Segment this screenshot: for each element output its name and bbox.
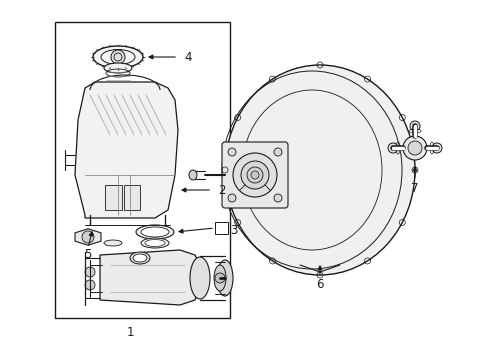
Circle shape — [407, 141, 421, 155]
Ellipse shape — [133, 254, 147, 262]
Circle shape — [431, 143, 441, 153]
Circle shape — [409, 121, 419, 131]
Ellipse shape — [104, 63, 132, 73]
Bar — [55, 22, 229, 318]
Circle shape — [250, 171, 259, 179]
Ellipse shape — [214, 265, 225, 291]
Circle shape — [273, 148, 282, 156]
Ellipse shape — [217, 260, 232, 296]
Ellipse shape — [224, 65, 414, 275]
Ellipse shape — [141, 227, 169, 237]
Polygon shape — [75, 229, 101, 245]
Text: 6: 6 — [316, 279, 323, 292]
Text: 3: 3 — [230, 224, 237, 237]
Circle shape — [111, 50, 125, 64]
Circle shape — [387, 143, 397, 153]
Text: 7: 7 — [410, 181, 418, 194]
Bar — [124, 185, 140, 210]
Ellipse shape — [93, 46, 142, 68]
Circle shape — [246, 167, 263, 183]
Text: 5: 5 — [84, 248, 92, 261]
Text: 4: 4 — [184, 50, 191, 63]
Circle shape — [273, 194, 282, 202]
Circle shape — [82, 231, 94, 243]
Text: 1: 1 — [126, 327, 134, 339]
Ellipse shape — [190, 257, 209, 299]
Bar — [105, 185, 122, 210]
Ellipse shape — [408, 139, 420, 157]
Circle shape — [402, 136, 426, 160]
Bar — [215, 222, 227, 234]
Circle shape — [85, 267, 95, 277]
Circle shape — [232, 153, 276, 197]
Circle shape — [241, 161, 268, 189]
Circle shape — [85, 280, 95, 290]
Circle shape — [227, 194, 236, 202]
Circle shape — [215, 273, 224, 283]
Circle shape — [227, 148, 236, 156]
Ellipse shape — [145, 239, 164, 247]
Ellipse shape — [130, 252, 150, 264]
FancyBboxPatch shape — [222, 142, 287, 208]
Polygon shape — [75, 82, 178, 218]
Ellipse shape — [136, 225, 174, 239]
Ellipse shape — [141, 238, 169, 248]
Ellipse shape — [189, 170, 197, 180]
Polygon shape — [100, 250, 200, 305]
Ellipse shape — [104, 240, 122, 246]
Text: 2: 2 — [218, 184, 225, 197]
